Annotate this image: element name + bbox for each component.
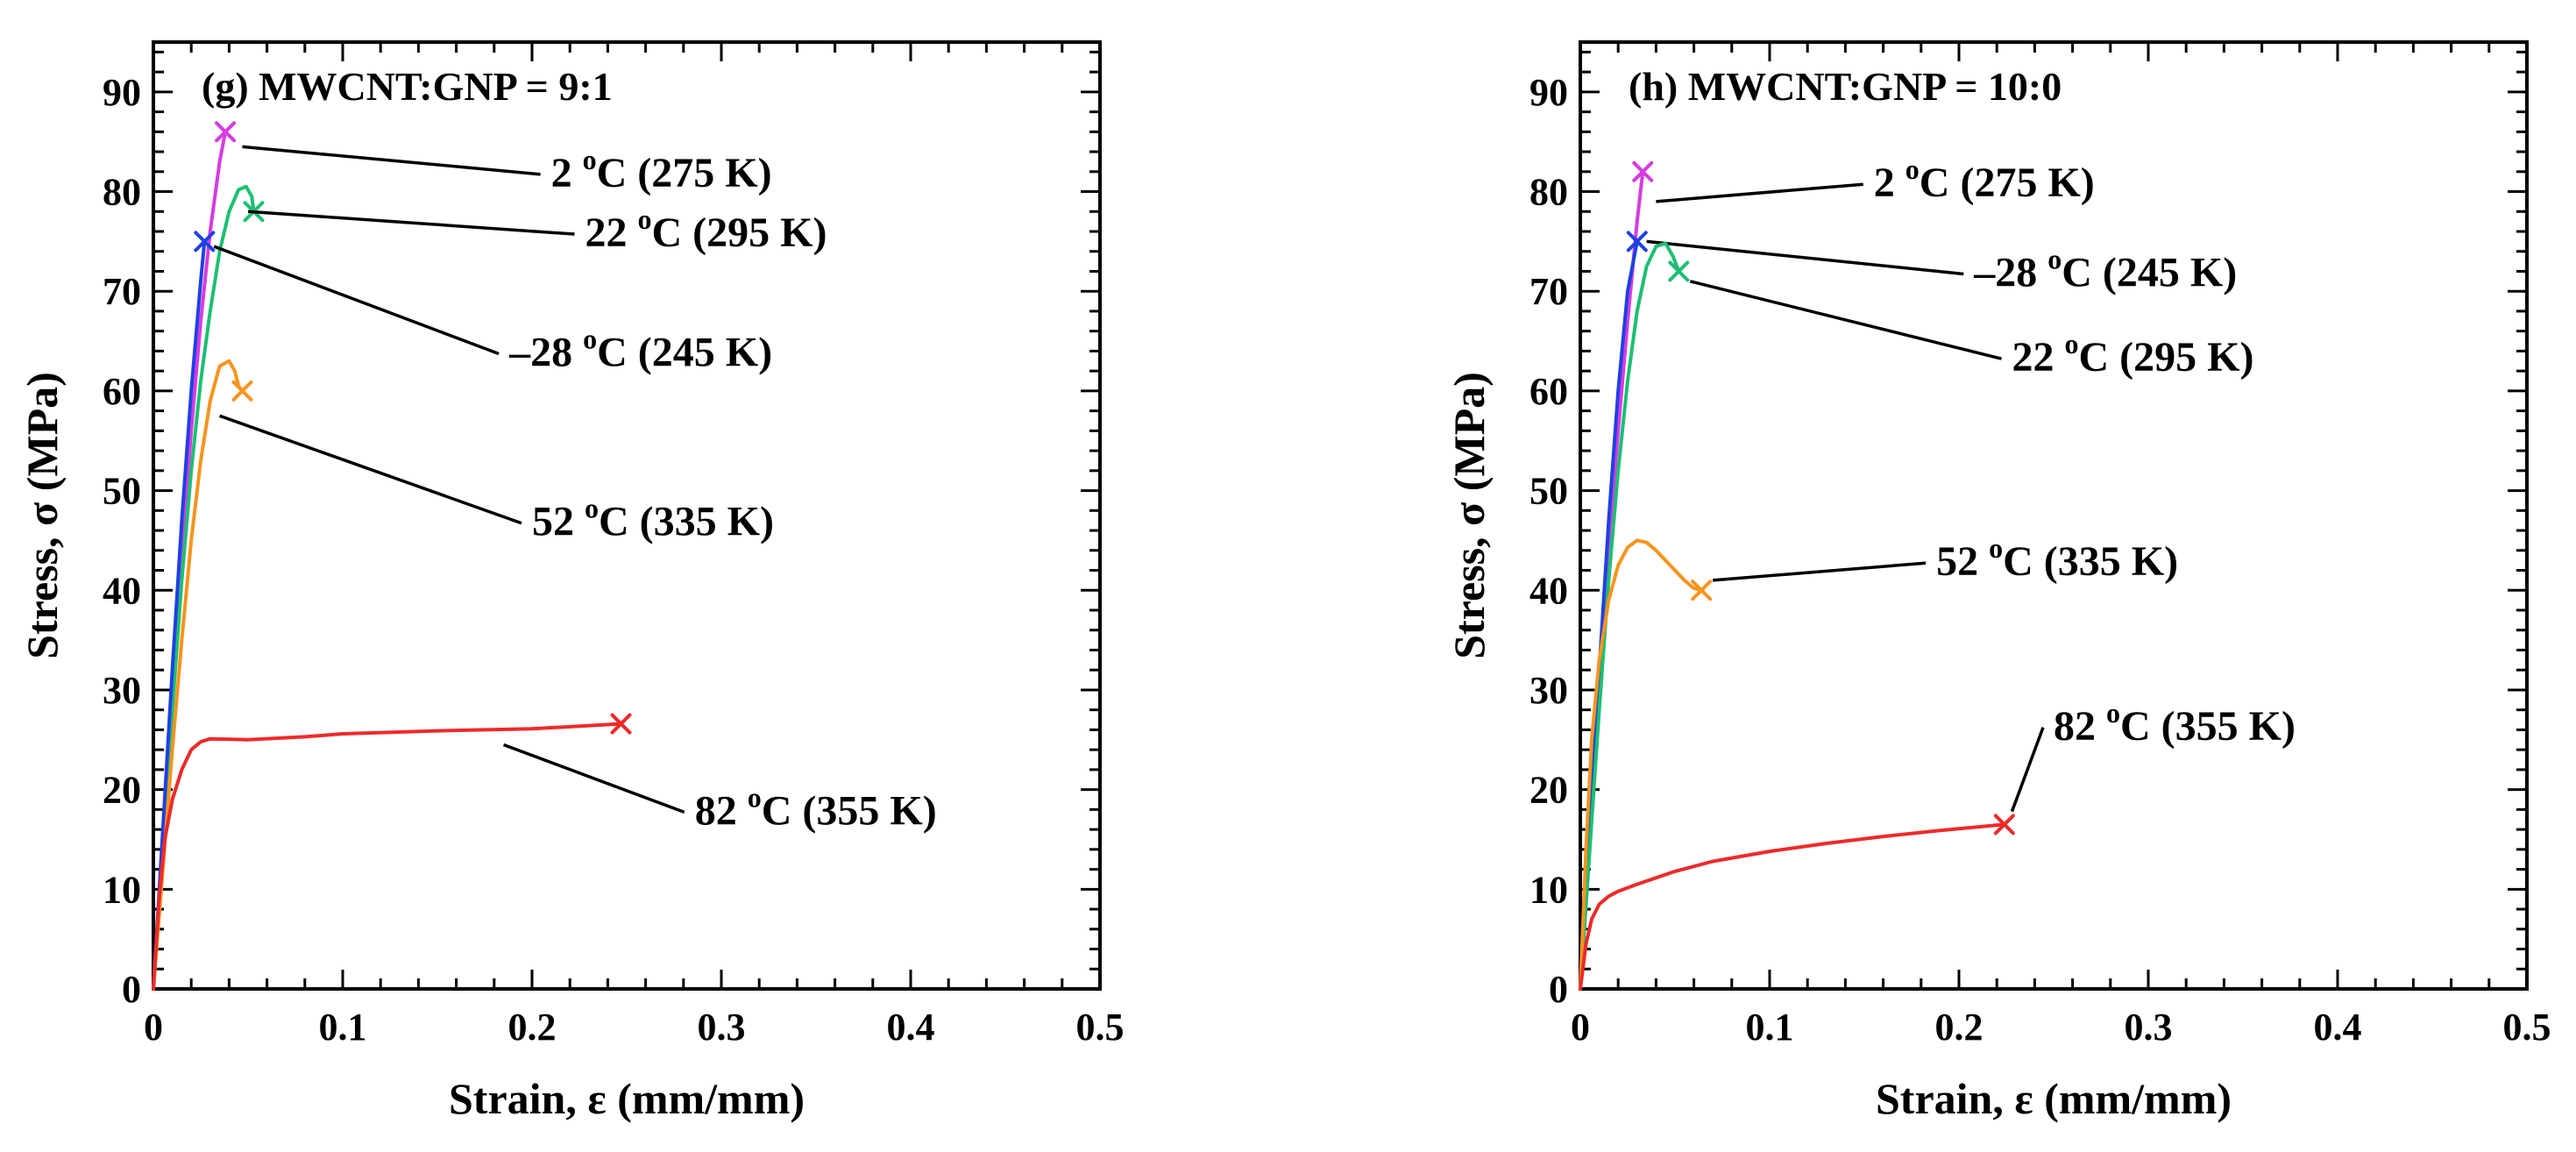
series-label: 22 oC (295 K): [2012, 328, 2253, 380]
x-axis-label: Strain, ε (mm/mm): [1876, 1074, 2232, 1123]
x-tick-label: 0.4: [2314, 1006, 2362, 1049]
y-tick-label: 70: [103, 270, 141, 313]
x-tick-label: 0.5: [2503, 1006, 2551, 1049]
y-tick-label: 40: [1529, 569, 1568, 612]
y-tick-label: 0: [122, 968, 141, 1011]
series-28-c-245-k: –28 oC (245 K): [152, 231, 772, 991]
series-52-c-335-k: 52 oC (335 K): [152, 359, 774, 991]
series-line: [152, 239, 207, 991]
y-tick-label: 50: [1529, 470, 1568, 513]
x-axis-label: Strain, ε (mm/mm): [449, 1074, 805, 1123]
series-line: [1579, 538, 1704, 991]
leader-line: [1656, 182, 1863, 203]
x-tick-label: 0: [1571, 1006, 1590, 1049]
y-tick-label: 0: [1549, 968, 1568, 1011]
series-22-c-295-k: 22 oC (295 K): [1579, 241, 2253, 991]
y-axis-label: Stress, σ (MPa): [18, 372, 67, 659]
y-axis-label: Stress, σ (MPa): [1444, 372, 1494, 659]
leader-line: [242, 145, 541, 176]
y-tick-label: 70: [1529, 270, 1568, 313]
leader-line: [1646, 239, 1964, 276]
x-tick-label: 0.1: [1746, 1006, 1794, 1049]
y-tick-label: 80: [103, 171, 141, 214]
leader-line: [219, 414, 522, 525]
x-tick-label: 0.3: [698, 1006, 746, 1049]
y-tick-label: 20: [1529, 769, 1568, 812]
series-label: 82 oC (355 K): [2054, 697, 2296, 750]
failure-point: [194, 231, 216, 252]
y-tick-label: 10: [1529, 868, 1568, 911]
y-tick-label: 60: [103, 370, 141, 413]
failure-point: [610, 713, 632, 735]
series-label: 52 oC (335 K): [1936, 532, 2178, 585]
y-tick-label: 90: [1529, 71, 1568, 114]
panel-title: (g) MWCNT:GNP = 9:1: [202, 64, 613, 109]
leader-line: [502, 743, 685, 814]
series-82-c-355-k: 82 oC (355 K): [1579, 697, 2296, 991]
series-label: 22 oC (295 K): [585, 203, 827, 256]
panel-g: 0 0.1 0.2 0.3 0.4 0.5 0 10 20 30 40 50 60 70 80 90 Strai…: [18, 40, 1125, 1123]
failure-point: [215, 121, 237, 143]
leader-line: [247, 210, 575, 236]
x-tick-label: 0: [144, 1006, 163, 1049]
failure-point: [1632, 160, 1654, 182]
series-label: –28 oC (245 K): [508, 323, 772, 375]
plot-frame: [152, 40, 1102, 991]
series-line: [152, 184, 256, 991]
panel-title: (h) MWCNT:GNP = 10:0: [1629, 64, 2062, 109]
plot-frame: [1579, 40, 2529, 991]
series-line: [152, 359, 245, 991]
panel-h: 0 0.1 0.2 0.3 0.4 0.5 0 10 20 30 40 50 60 70 80 90 Strai…: [1444, 40, 2551, 1123]
failure-point: [1626, 231, 1648, 252]
y-tick-label: 60: [1529, 370, 1568, 413]
x-tick-label: 0.1: [319, 1006, 367, 1049]
series-28-c-245-k: –28 oC (245 K): [1579, 231, 2237, 991]
x-tick-label: 0.4: [887, 1006, 935, 1049]
y-tick-label: 40: [103, 569, 141, 612]
x-tick-label: 0.2: [508, 1006, 557, 1049]
x-tick-label: 0.5: [1076, 1006, 1125, 1049]
y-tick-label: 20: [103, 769, 141, 812]
series-label: 2 oC (275 K): [551, 144, 772, 196]
y-tick-label: 50: [103, 470, 141, 513]
leader-line: [1713, 561, 1927, 582]
leader-line: [213, 245, 500, 356]
failure-point: [1691, 580, 1713, 601]
series-52-c-335-k: 52 oC (335 K): [1579, 532, 2178, 991]
series-label: –28 oC (245 K): [1973, 244, 2237, 296]
series-label: 52 oC (335 K): [532, 493, 774, 545]
y-tick-label: 30: [103, 669, 141, 712]
x-tick-label: 0.3: [2125, 1006, 2173, 1049]
series-line: [1579, 241, 1681, 991]
series-label: 2 oC (275 K): [1874, 153, 2095, 206]
series-line: [1579, 822, 2006, 991]
y-tick-label: 80: [1529, 171, 1568, 214]
series-line: [152, 722, 623, 991]
series-label: 82 oC (355 K): [695, 781, 937, 834]
x-tick-label: 0.2: [1935, 1006, 1983, 1049]
y-tick-label: 10: [103, 868, 141, 911]
series-22-c-295-k: 22 oC (295 K): [152, 184, 827, 991]
series-82-c-355-k: 82 oC (355 K): [152, 713, 937, 991]
failure-point: [231, 380, 253, 402]
failure-point: [1668, 260, 1690, 282]
leader-line: [2010, 727, 2045, 813]
leader-line: [1689, 280, 2002, 360]
y-tick-label: 90: [103, 71, 141, 114]
y-tick-label: 30: [1529, 669, 1568, 712]
failure-point: [1993, 814, 2015, 836]
